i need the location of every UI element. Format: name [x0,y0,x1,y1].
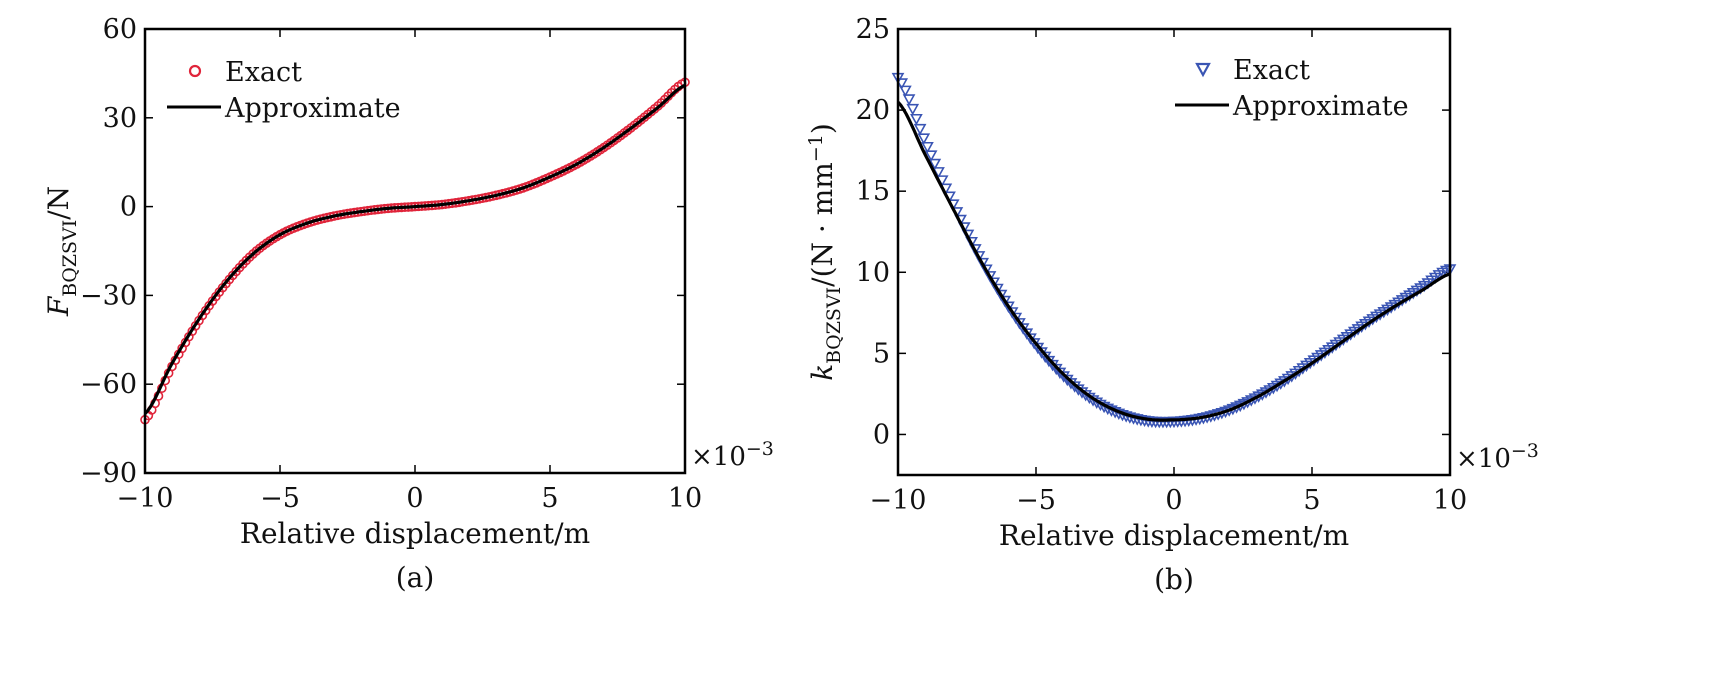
series-approximate [896,100,1451,422]
x-tick-label: −5 [1016,485,1056,516]
y-tick-label: 30 [103,103,137,134]
y-tick-label: 15 [856,176,890,207]
y-tick-label: 10 [856,257,890,288]
y-axis-label: kBQZSVI/(N · mm−1) [805,123,845,381]
legend-marker-exact [188,64,202,78]
y-tick-label: 60 [103,14,137,45]
x-multiplier: ×10−3 [691,438,774,472]
x-tick-label: −10 [117,483,174,514]
x-tick-label: −10 [870,485,927,516]
legend-label-approximate: Approximate [224,93,401,124]
data-point-exact [917,133,931,145]
data-point-exact [994,289,1008,302]
x-tick-label: 5 [1303,485,1320,516]
data-point-exact [998,295,1012,308]
data-point-exact [987,277,1001,289]
y-tick-label: 5 [873,338,890,369]
data-point-exact [1005,307,1019,319]
data-point-exact [976,257,989,270]
x-axis-label: Relative displacement/m [240,517,590,550]
y-tick-label: −90 [80,458,137,489]
data-point-exact [906,103,920,116]
data-point-exact [983,271,997,283]
data-point-exact [1002,301,1015,313]
y-tick-label: 0 [120,192,137,223]
x-tick-label: 0 [406,483,423,514]
x-multiplier: ×10−3 [1456,440,1539,474]
panel-label: (b) [1154,563,1194,596]
data-point-exact [979,264,993,277]
x-axis-label: Relative displacement/m [999,519,1349,552]
y-tick-label: 20 [856,95,890,126]
legend-label-exact: Exact [1233,55,1310,86]
series-line-approximate [143,83,686,415]
y-tick-label: 25 [856,14,890,45]
y-axis-label: FBQZSVI/N [42,186,81,317]
data-point-exact [902,94,916,106]
x-tick-label: 5 [541,483,558,514]
legend-label-exact: Exact [225,57,302,88]
data-point-exact [924,150,938,162]
plot-frame [143,27,687,475]
series-exact [140,77,690,425]
panel-label: (a) [396,561,435,594]
data-point-exact [991,283,1004,296]
data-point-exact [899,85,912,98]
series-approximate [143,83,686,415]
legend-label-approximate: Approximate [1232,91,1409,122]
plot-frame [896,27,1452,477]
x-tick-label: 0 [1165,485,1182,516]
x-tick-label: 10 [1433,485,1467,516]
y-tick-label: 0 [873,419,890,450]
legend: Exact Approximate [1175,55,1409,122]
chart-b: −10 −5 0 5 10 0 5 10 15 20 25 Exact Approximate ×10−3… [805,14,1539,596]
series-line-approximate [896,100,1451,422]
data-point-exact [913,123,927,136]
series-exact [891,72,1457,429]
x-tick-label: −5 [260,483,300,514]
data-point-exact [928,158,942,171]
x-tick-label: 10 [668,483,702,514]
legend: Exact Approximate [167,57,401,124]
data-point-exact [910,113,923,126]
y-tick-label: −60 [80,369,137,400]
data-point-exact [921,141,934,154]
y-tick-label: −30 [80,280,137,311]
legend-marker-exact [1195,62,1211,78]
chart-a: −10 −5 0 5 10 −90 −60 −30 0 30 60 Exact Approximate ×… [42,14,774,594]
